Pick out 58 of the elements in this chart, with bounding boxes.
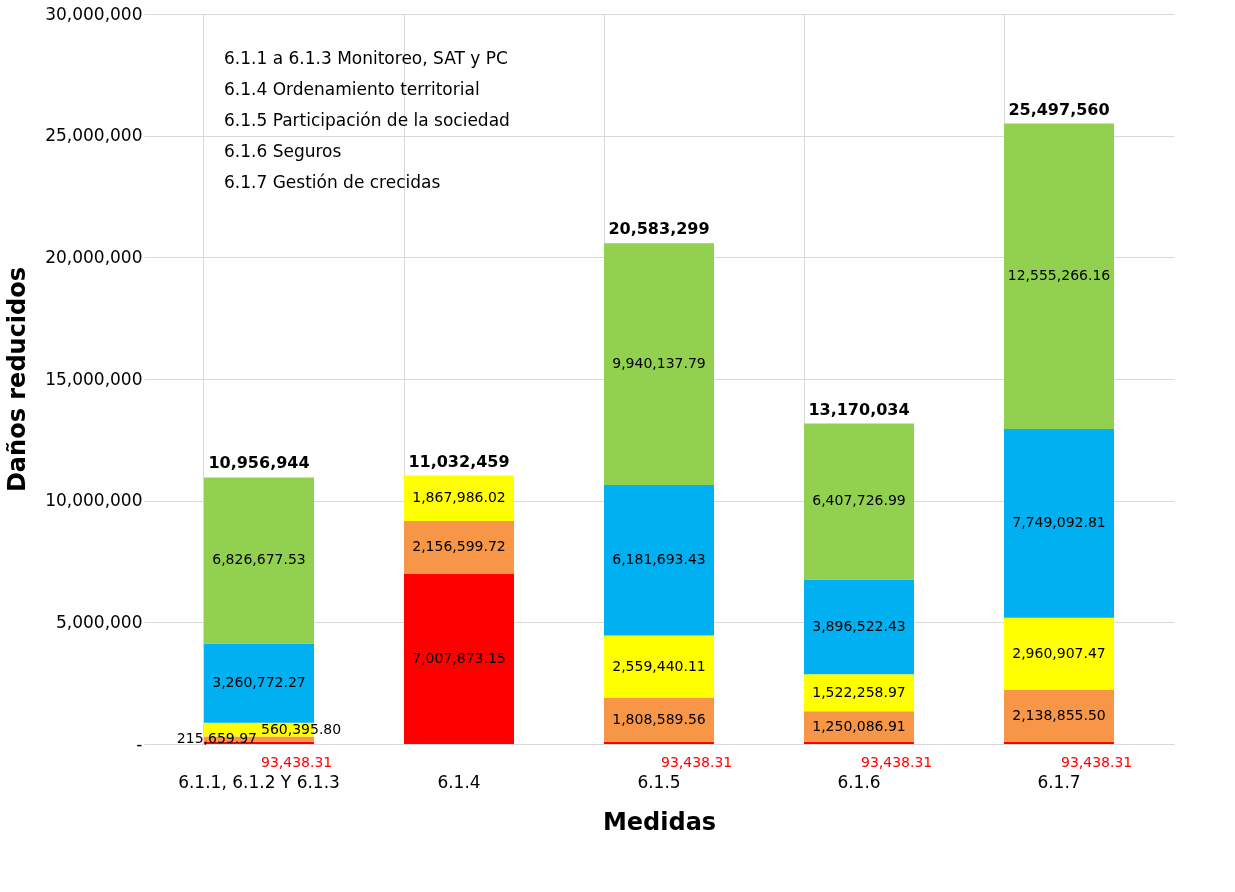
bar <box>404 521 514 574</box>
bar <box>604 485 714 636</box>
x-tick-label: 6.1.5 <box>637 771 681 792</box>
y-tick-label: 30,000,000 <box>45 3 143 24</box>
y-tick-label: 5,000,000 <box>55 611 143 632</box>
y-tick-label: 20,000,000 <box>45 246 143 267</box>
data-label: 1,867,986.02 <box>412 489 506 506</box>
data-label: 2,156,599.72 <box>412 538 506 555</box>
x-tick-label: 6.1.6 <box>837 771 881 792</box>
data-label: 6,407,726.99 <box>812 492 906 509</box>
annotation: 6.1.5 Participación de la sociedad <box>224 110 510 130</box>
data-label: 93,438.31 <box>261 753 333 770</box>
bar <box>204 643 314 723</box>
y-tick-label: - <box>136 733 143 754</box>
x-tick-label: 6.1.1, 6.1.2 Y 6.1.3 <box>178 771 340 792</box>
data-label: 2,559,440.11 <box>612 657 706 674</box>
bar <box>1004 429 1114 618</box>
annotation: 6.1.6 Seguros <box>224 141 342 161</box>
bar <box>204 477 314 644</box>
data-label: 6,826,677.53 <box>212 551 306 568</box>
bar <box>804 423 914 580</box>
total-label: 25,497,560 <box>1008 99 1110 119</box>
bar <box>1004 123 1114 430</box>
y-tick-label: 25,000,000 <box>45 125 143 146</box>
bar <box>804 579 914 675</box>
total-label: 20,583,299 <box>608 219 710 239</box>
x-tick-label: 6.1.4 <box>437 771 481 792</box>
y-tick-label: 15,000,000 <box>45 368 143 389</box>
data-label: 12,555,266.16 <box>1007 267 1111 284</box>
data-label: 1,808,589.56 <box>612 710 706 727</box>
annotation: 6.1.4 Ordenamiento territorial <box>224 79 480 99</box>
data-label: 6,181,693.43 <box>612 551 706 568</box>
data-label: 2,960,907.47 <box>1012 644 1106 661</box>
y-tick-label: 10,000,000 <box>45 490 143 511</box>
data-label: 93,438.31 <box>861 753 933 770</box>
bar <box>1004 617 1114 690</box>
data-label: 7,007,873.15 <box>412 649 506 666</box>
total-label: 11,032,459 <box>408 451 510 471</box>
annotation: 6.1.7 Gestión de crecidas <box>224 172 441 192</box>
bar <box>604 243 714 486</box>
data-label: 9,940,137.79 <box>612 355 706 372</box>
annotation: 6.1.1 a 6.1.3 Monitoreo, SAT y PC <box>224 48 508 68</box>
data-label: 3,896,522.43 <box>812 617 906 634</box>
data-label: 2,138,855.50 <box>1012 706 1106 723</box>
total-label: 10,956,944 <box>208 453 310 473</box>
data-label: 1,250,086.91 <box>812 717 906 734</box>
x-axis-title: Medidas <box>602 807 717 836</box>
data-label: 93,438.31 <box>1061 753 1133 770</box>
data-label: 7,749,092.81 <box>1012 514 1106 531</box>
bar <box>604 635 714 698</box>
total-label: 13,170,034 <box>808 399 910 419</box>
bar <box>404 573 514 744</box>
data-label: 3,260,772.27 <box>212 674 306 691</box>
data-label: 1,522,258.97 <box>812 683 906 700</box>
bar <box>1004 689 1114 742</box>
data-label: 93,438.31 <box>661 753 733 770</box>
y-axis-title: Daños reducidos <box>3 266 32 493</box>
x-tick-label: 6.1.7 <box>1037 771 1081 792</box>
